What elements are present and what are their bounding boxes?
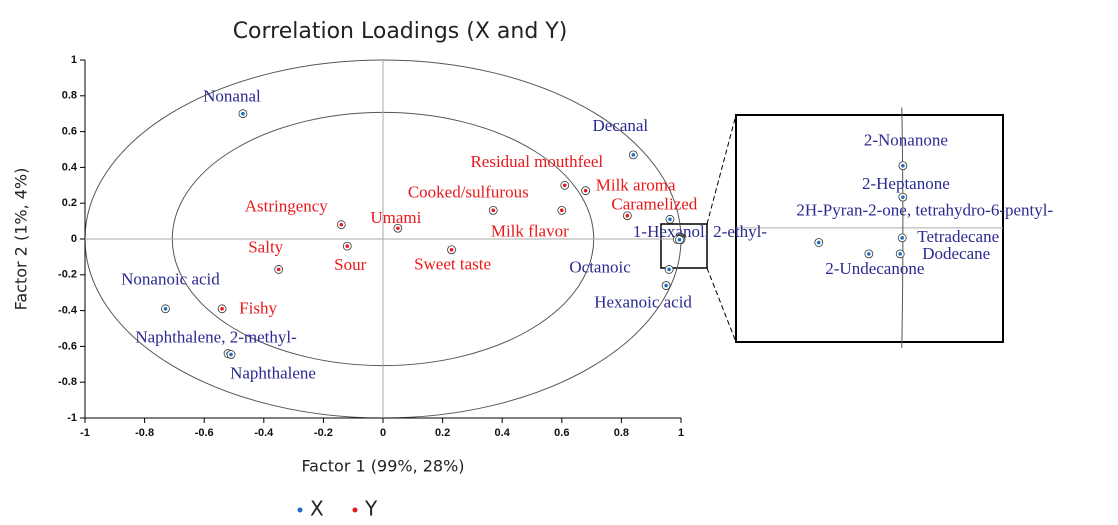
point-core [345,244,350,248]
chart-title: Correlation Loadings (X and Y) [233,19,568,44]
point-core [631,153,636,157]
x-tick-label: -0.4 [254,427,274,439]
inset-point-label: 2-Nonanone [864,131,948,150]
zoom-connector [706,267,737,343]
point-label: Naphthalene [230,363,316,382]
point-label: Umami [370,208,421,227]
y-tick-label: 0.8 [62,90,77,102]
point-core [491,208,496,213]
y-tick-label: -0.6 [58,340,77,352]
y-tick-label: 0.2 [62,197,77,209]
point-core [220,307,224,311]
point-label: Milk aroma [596,176,676,195]
point-core [562,183,567,188]
y-tick-label: -0.2 [58,269,77,281]
point-label: Nonanoic acid [121,270,220,289]
y-tick-label: 0.4 [62,161,78,173]
point-core [583,188,588,193]
point-label: Sweet taste [414,255,491,274]
point-core [241,111,245,116]
x-tick-label: -0.2 [314,427,333,439]
point-label: Decanal [592,116,648,135]
x-tick-label: 0.6 [554,427,569,439]
inset-ellipse [901,107,904,349]
inset: 2-Nonanone 2-Heptanone 2H-Pyran-2-one, tet… [736,107,1054,349]
point-label: Caramelized [611,195,697,214]
inset-point-label: 2H-Pyran-2-one, tetrahydro-6-pentyl- [796,200,1053,219]
point-core [677,237,682,242]
y-tick-label: 0.6 [62,126,77,138]
legend-swatch [352,507,358,513]
point-label: Milk flavor [491,221,569,240]
inset-point-core [901,195,905,199]
point-core [396,226,400,231]
inset-point-label: 2-Undecanone [825,259,924,278]
inset-point-label: Tetradecane [917,227,999,246]
x-tick-label: 0.8 [614,427,629,439]
point-core [339,222,344,227]
legend-swatch [297,507,303,513]
y-tick-label: -0.4 [58,305,78,317]
legend-label: Y [364,497,378,521]
inset-point-core [900,236,905,240]
inset-point-core [816,240,821,245]
inset-point-core [901,163,905,168]
x-tick-label: 1 [678,427,684,439]
zoom-connector [706,114,737,225]
point-label: Salty [248,237,283,256]
inset-frame [735,114,1004,343]
inset-point-core [867,252,871,256]
point-label: Cooked/sulfurous [408,182,529,201]
point-label: 1-Hexanol, 2-ethyl- [633,222,767,241]
y-tick-label: -0.8 [58,376,77,388]
point-core [625,213,630,218]
point-label: Fishy [239,299,277,318]
inset-point-label: 2-Heptanone [862,174,950,193]
point-label: Hexanoic acid [594,292,692,311]
point-label: Sour [334,255,366,274]
y-tick-label: 0 [71,233,77,245]
x-tick-label: -0.8 [135,427,154,439]
x-tick-label: 0.4 [495,427,511,439]
point-label: Astringency [245,197,329,216]
y-axis-title: Factor 2 (1%, 4%) [12,168,31,311]
legend-label: X [310,497,324,521]
point-label: Nonanal [203,87,261,106]
point-core [163,307,168,311]
y-tick-label: 1 [71,54,77,66]
x-tick-label: 0 [380,427,386,439]
point-core [668,217,672,222]
point-label: Naphthalene, 2-methyl- [135,327,297,346]
point-core [560,208,564,213]
inset-point-label: Dodecane [922,244,990,263]
point-core [667,267,671,272]
point-core [276,267,281,272]
x-axis-title: Factor 1 (99%, 28%) [301,457,464,476]
zoom-box [660,223,708,269]
x-tick-label: -0.6 [195,427,214,439]
y-tick-label: -1 [67,412,77,424]
point-label: Residual mouthfeel [470,152,603,171]
point-core [229,352,233,357]
point-core [449,247,454,252]
point-core [664,283,668,288]
inset-point-core [898,252,903,256]
point-label: Octanoic [569,257,631,276]
x-tick-label: 0.2 [435,427,450,439]
x-tick-label: -1 [80,427,90,439]
